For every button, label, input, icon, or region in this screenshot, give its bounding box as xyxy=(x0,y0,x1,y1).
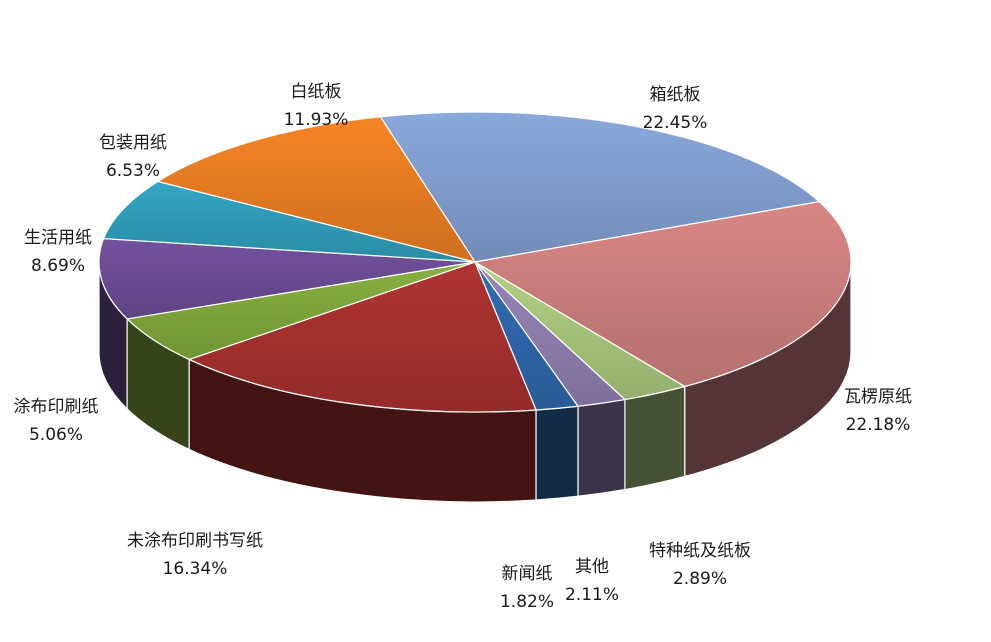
slice-label-value-0: 22.45% xyxy=(643,113,708,133)
slice-label-value-7: 8.69% xyxy=(31,256,85,276)
slice-label-name-7: 生活用纸 xyxy=(24,228,92,248)
slice-label-name-4: 新闻纸 xyxy=(502,564,553,584)
pie-labels: 箱纸板 22.45% 瓦楞原纸 22.18% 特种纸及纸板 2.89% 其他 2.11% 新闻纸… xyxy=(14,82,913,612)
pie-slice-1 xyxy=(473,200,852,388)
slice-label-value-8: 6.53% xyxy=(106,161,160,181)
slice-label-value-6: 5.06% xyxy=(29,425,83,445)
slice-label-value-4: 1.82% xyxy=(500,592,554,612)
pie-side-3 xyxy=(577,398,626,497)
pie-side-2 xyxy=(624,385,686,491)
pie-top xyxy=(98,111,852,413)
slice-label-name-3: 其他 xyxy=(575,557,609,577)
slice-label-name-8: 包装用纸 xyxy=(99,133,167,153)
pie-slice-0 xyxy=(379,111,821,263)
slice-label-value-9: 11.93% xyxy=(284,110,349,130)
slice-label-value-1: 22.18% xyxy=(846,415,911,435)
pie-slice-5 xyxy=(187,261,537,413)
slice-label-value-2: 2.89% xyxy=(673,569,727,589)
pie-slice-9 xyxy=(156,116,477,263)
pie-slice-7 xyxy=(98,237,476,320)
slice-label-name-0: 箱纸板 xyxy=(650,85,701,105)
slice-label-name-2: 特种纸及纸板 xyxy=(649,541,751,561)
pie-side-4 xyxy=(535,405,579,501)
slice-label-value-5: 16.34% xyxy=(163,559,228,579)
pie-sides xyxy=(98,261,852,503)
pie-slice-8 xyxy=(102,180,476,263)
slice-label-name-6: 涂布印刷纸 xyxy=(14,397,99,417)
slice-label-value-3: 2.11% xyxy=(565,585,619,605)
slice-label-name-9: 白纸板 xyxy=(291,82,342,102)
slice-label-name-1: 瓦楞原纸 xyxy=(844,387,912,407)
slice-label-name-5: 未涂布印刷书写纸 xyxy=(127,531,263,551)
